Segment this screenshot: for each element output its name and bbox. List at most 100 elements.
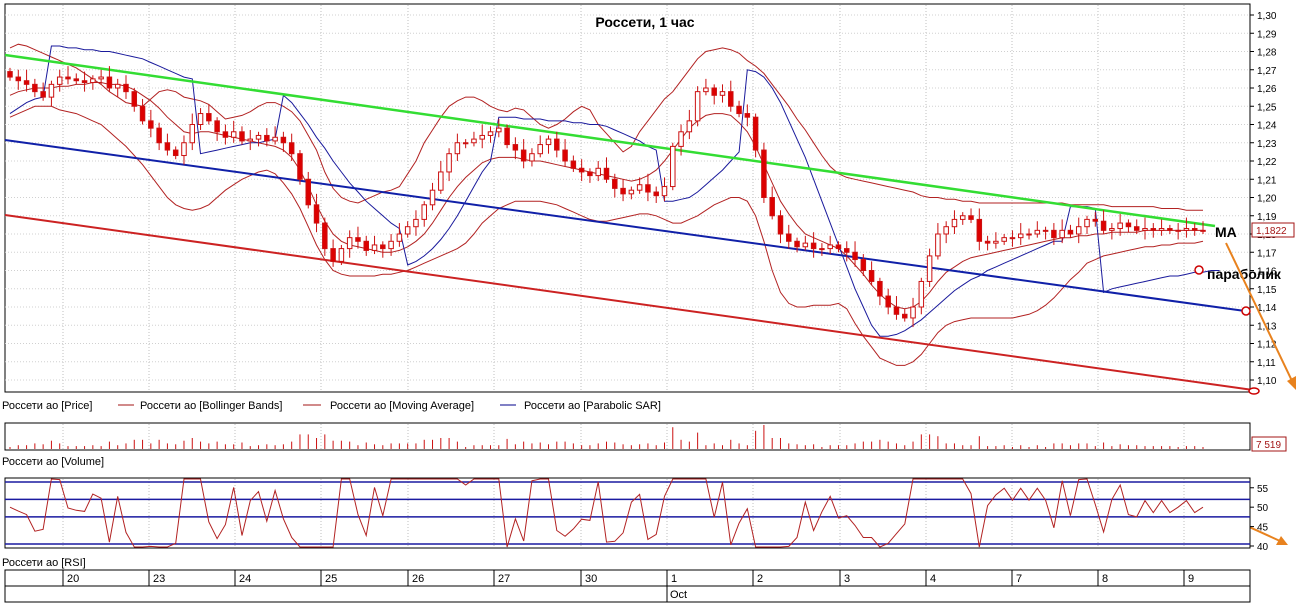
candle	[595, 161, 601, 182]
candle	[230, 120, 237, 143]
candle	[123, 75, 129, 99]
candle	[504, 124, 510, 149]
date-tick-label: 25	[325, 573, 337, 585]
candle	[479, 124, 485, 149]
candle	[1026, 228, 1032, 240]
chart-title: Россети, 1 час	[595, 14, 694, 30]
date-tick-label: 23	[153, 573, 165, 585]
candle	[1059, 219, 1065, 244]
volume-grid	[62, 424, 1185, 449]
candle	[512, 137, 519, 160]
candle	[686, 109, 693, 140]
candle	[181, 135, 187, 165]
candle	[1142, 217, 1148, 240]
candle	[926, 248, 933, 287]
date-tick-label: 8	[1102, 573, 1108, 585]
price-tick-label: 1,12	[1257, 340, 1277, 351]
candle	[1200, 221, 1206, 234]
candle	[255, 131, 262, 147]
candle	[520, 139, 527, 169]
candle	[363, 235, 369, 256]
volume-bars	[9, 425, 1204, 449]
candle	[570, 155, 577, 172]
candle	[264, 128, 270, 147]
candle	[65, 66, 71, 85]
candle	[959, 212, 966, 225]
candle	[868, 261, 875, 286]
price-tick-label: 1,14	[1257, 303, 1277, 314]
candle	[429, 182, 436, 211]
legend-moving-average: Россети ао [Moving Average]	[330, 400, 474, 412]
candle	[380, 241, 386, 258]
legend-volume: Россети ао [Volume]	[2, 456, 104, 468]
candle	[1100, 210, 1107, 234]
candle	[769, 186, 775, 220]
price-legend: Россети ао [Price] Россети ао [Bollinger…	[2, 400, 661, 412]
candle	[297, 150, 303, 185]
price-axis: 1,30 1,29 1,28 1,27 1,26 1,25 1,24 1,23 1,22 1,21…	[1250, 11, 1277, 387]
candle	[810, 232, 817, 258]
candle	[761, 142, 767, 203]
rsi-panel	[4, 477, 1251, 549]
annotation-ma: МА	[1215, 224, 1237, 240]
rsi-axis: 55 50 45 40	[1250, 484, 1269, 553]
candle	[678, 124, 684, 156]
candle	[222, 124, 229, 145]
candle	[197, 108, 204, 130]
candle	[1125, 219, 1132, 233]
candle	[56, 69, 63, 92]
candle	[1009, 230, 1016, 247]
candle	[313, 193, 320, 233]
price-tick-label: 1,15	[1257, 285, 1277, 296]
candle	[703, 78, 709, 96]
candle	[993, 232, 999, 249]
candle	[1042, 226, 1049, 240]
lower-end-marker	[1248, 387, 1260, 395]
volume-last-value: 7 519	[1256, 440, 1281, 451]
candle	[545, 135, 552, 154]
candle	[388, 234, 394, 256]
candle	[719, 84, 726, 103]
candle	[330, 239, 336, 267]
candle	[487, 126, 494, 143]
candle	[1001, 234, 1007, 245]
candle	[247, 129, 254, 151]
date-tick-label: 1	[671, 573, 677, 585]
price-tick-label: 1,11	[1257, 358, 1276, 369]
candle	[1017, 223, 1024, 245]
candle	[471, 131, 477, 147]
rsi-tick-label: 40	[1257, 542, 1269, 553]
candle	[943, 221, 949, 244]
price-tick-label: 1,21	[1257, 175, 1277, 186]
candle	[280, 131, 287, 152]
candle	[562, 139, 568, 167]
date-tick-label: 27	[498, 573, 510, 585]
candle	[1150, 223, 1157, 238]
price-tick-label: 1,26	[1257, 84, 1277, 95]
price-grid	[5, 5, 1250, 391]
price-tick-label: 1,17	[1257, 248, 1277, 259]
candle	[338, 244, 345, 266]
candle	[1175, 223, 1181, 240]
candle	[827, 235, 833, 255]
candle	[413, 210, 419, 236]
date-tick-label: 2	[757, 573, 763, 585]
candle	[628, 186, 635, 200]
candle	[73, 73, 80, 85]
candle	[462, 139, 469, 149]
candle	[496, 119, 502, 138]
rsi-tick-label: 45	[1257, 523, 1269, 534]
candle	[968, 208, 974, 224]
candle	[819, 243, 825, 256]
candle	[322, 217, 328, 256]
candle	[40, 82, 46, 101]
price-tick-label: 1,28	[1257, 48, 1277, 59]
candle	[885, 288, 891, 315]
price-tick-label: 1,25	[1257, 102, 1277, 113]
candle	[711, 84, 717, 105]
price-tick-label: 1,23	[1257, 139, 1277, 150]
candle	[587, 168, 593, 183]
parabolic-marker	[1194, 265, 1204, 275]
candle	[7, 67, 13, 81]
candle	[371, 235, 378, 255]
